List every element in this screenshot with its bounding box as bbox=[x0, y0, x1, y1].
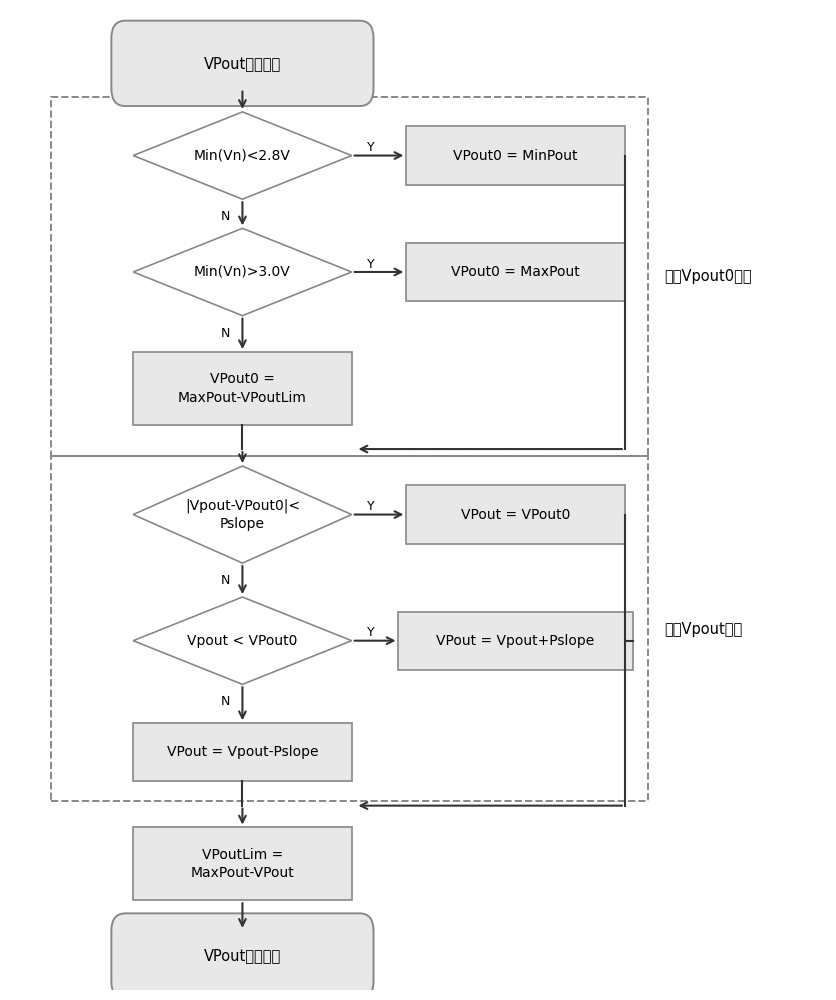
Text: VPout = VPout0: VPout = VPout0 bbox=[461, 508, 570, 522]
Text: 目标Vpout0估算: 目标Vpout0估算 bbox=[664, 269, 752, 284]
Text: Min(Vn)<2.8V: Min(Vn)<2.8V bbox=[194, 149, 291, 163]
Polygon shape bbox=[133, 597, 352, 684]
FancyBboxPatch shape bbox=[133, 827, 352, 900]
FancyBboxPatch shape bbox=[399, 612, 633, 670]
Text: VPout0 = MaxPout: VPout0 = MaxPout bbox=[451, 265, 580, 279]
Text: Y: Y bbox=[367, 258, 375, 271]
Text: VPout估算开始: VPout估算开始 bbox=[204, 56, 281, 71]
Text: Min(Vn)>3.0V: Min(Vn)>3.0V bbox=[194, 265, 291, 279]
Text: VPout0 = MinPout: VPout0 = MinPout bbox=[453, 149, 578, 163]
Text: Vpout < VPout0: Vpout < VPout0 bbox=[187, 634, 298, 648]
Text: N: N bbox=[221, 695, 230, 708]
Text: Y: Y bbox=[367, 141, 375, 154]
Text: Y: Y bbox=[367, 500, 375, 513]
FancyBboxPatch shape bbox=[406, 485, 624, 544]
FancyBboxPatch shape bbox=[406, 126, 624, 185]
FancyBboxPatch shape bbox=[111, 913, 374, 999]
FancyBboxPatch shape bbox=[133, 352, 352, 425]
Text: Y: Y bbox=[367, 626, 375, 639]
Text: |Vpout-VPout0|<
Pslope: |Vpout-VPout0|< Pslope bbox=[185, 498, 300, 531]
Text: N: N bbox=[221, 210, 230, 223]
Text: VPout = Vpout+Pslope: VPout = Vpout+Pslope bbox=[436, 634, 594, 648]
Polygon shape bbox=[133, 228, 352, 316]
Text: VPoutLim =
MaxPout-VPout: VPoutLim = MaxPout-VPout bbox=[191, 848, 294, 880]
Polygon shape bbox=[133, 466, 352, 563]
FancyBboxPatch shape bbox=[133, 723, 352, 781]
Text: 当前Vpout估算: 当前Vpout估算 bbox=[664, 622, 742, 637]
Polygon shape bbox=[133, 112, 352, 199]
Text: VPout0 =
MaxPout-VPoutLim: VPout0 = MaxPout-VPoutLim bbox=[178, 372, 307, 405]
Text: VPout = Vpout-Pslope: VPout = Vpout-Pslope bbox=[166, 745, 319, 759]
Text: N: N bbox=[221, 574, 230, 587]
Text: VPout估算结束: VPout估算结束 bbox=[204, 949, 281, 964]
Text: N: N bbox=[221, 327, 230, 340]
FancyBboxPatch shape bbox=[406, 243, 624, 301]
FancyBboxPatch shape bbox=[111, 21, 374, 106]
